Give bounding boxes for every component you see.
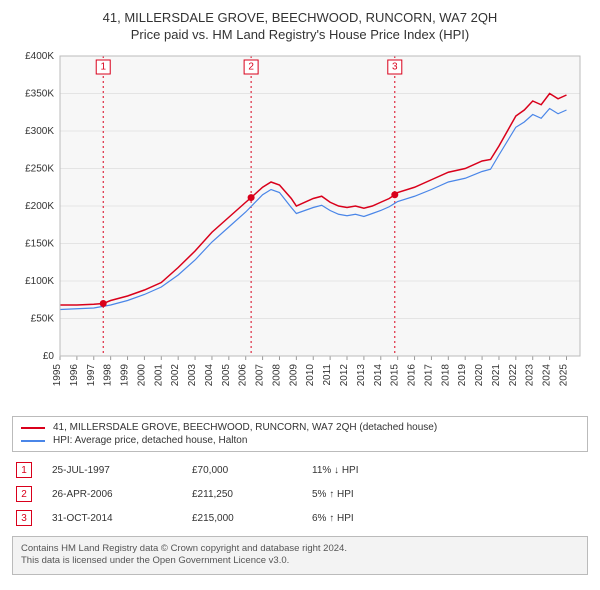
legend-row: 41, MILLERSDALE GROVE, BEECHWOOD, RUNCOR…: [21, 421, 579, 434]
event-row: 2 26-APR-2006£211,2505% ↑ HPI: [12, 482, 588, 506]
event-marker: 1: [16, 462, 32, 478]
chart: £0 £50K £100K £150K £200K £250K £300K £350K £400…: [12, 48, 588, 408]
legend-row: HPI: Average price, detached house, Halt…: [21, 434, 579, 447]
event-date: 25-JUL-1997: [52, 465, 192, 476]
svg-text:2010: 2010: [305, 364, 316, 387]
events-table: 1 25-JUL-1997£70,00011% ↓ HPI 2 26-APR-2006…: [12, 458, 588, 530]
svg-text:2022: 2022: [508, 364, 519, 387]
svg-text:2020: 2020: [474, 364, 485, 387]
svg-text:2019: 2019: [457, 364, 468, 387]
svg-text:2025: 2025: [558, 364, 569, 387]
event-delta: 11% ↓ HPI: [312, 465, 432, 476]
svg-text:2023: 2023: [525, 364, 536, 387]
svg-text:£200K: £200K: [25, 201, 54, 212]
svg-text:1998: 1998: [103, 364, 114, 387]
svg-text:2000: 2000: [136, 364, 147, 387]
svg-text:2: 2: [248, 62, 254, 73]
event-delta: 6% ↑ HPI: [312, 513, 432, 524]
svg-text:2016: 2016: [407, 364, 418, 387]
svg-text:2008: 2008: [271, 364, 282, 387]
title-address: 41, MILLERSDALE GROVE, BEECHWOOD, RUNCOR…: [12, 10, 588, 25]
legend-label: HPI: Average price, detached house, Halt…: [53, 435, 247, 446]
svg-text:£300K: £300K: [25, 126, 54, 137]
svg-text:2005: 2005: [221, 364, 232, 387]
svg-text:£150K: £150K: [25, 239, 54, 250]
svg-text:2018: 2018: [440, 364, 451, 387]
event-price: £70,000: [192, 465, 312, 476]
svg-text:2006: 2006: [238, 364, 249, 387]
svg-text:1999: 1999: [120, 364, 131, 387]
svg-text:£250K: £250K: [25, 164, 54, 175]
legend-swatch: [21, 440, 45, 442]
svg-text:£400K: £400K: [25, 51, 54, 62]
event-row: 3 31-OCT-2014£215,0006% ↑ HPI: [12, 506, 588, 530]
svg-text:£100K: £100K: [25, 276, 54, 287]
svg-text:1: 1: [100, 62, 106, 73]
footer-line1: Contains HM Land Registry data © Crown c…: [21, 543, 579, 555]
svg-text:£350K: £350K: [25, 89, 54, 100]
footer: Contains HM Land Registry data © Crown c…: [12, 536, 588, 575]
legend-swatch: [21, 427, 45, 429]
legend-label: 41, MILLERSDALE GROVE, BEECHWOOD, RUNCOR…: [53, 422, 437, 433]
footer-line2: This data is licensed under the Open Gov…: [21, 555, 579, 567]
svg-text:2021: 2021: [491, 364, 502, 387]
svg-text:1997: 1997: [86, 364, 97, 387]
event-row: 1 25-JUL-1997£70,00011% ↓ HPI: [12, 458, 588, 482]
svg-text:1995: 1995: [52, 364, 63, 387]
chart-container: 41, MILLERSDALE GROVE, BEECHWOOD, RUNCOR…: [0, 0, 600, 585]
svg-text:2011: 2011: [322, 364, 333, 386]
svg-text:2007: 2007: [255, 364, 266, 387]
event-price: £211,250: [192, 489, 312, 500]
chart-svg: £0 £50K £100K £150K £200K £250K £300K £350K £400…: [12, 48, 588, 408]
svg-text:2013: 2013: [356, 364, 367, 387]
legend: 41, MILLERSDALE GROVE, BEECHWOOD, RUNCOR…: [12, 416, 588, 452]
svg-text:2014: 2014: [373, 364, 384, 387]
svg-text:2015: 2015: [390, 364, 401, 387]
event-marker: 2: [16, 486, 32, 502]
svg-text:1996: 1996: [69, 364, 80, 387]
title-block: 41, MILLERSDALE GROVE, BEECHWOOD, RUNCOR…: [12, 10, 588, 42]
svg-text:£50K: £50K: [31, 314, 55, 325]
svg-text:£0: £0: [43, 351, 55, 362]
svg-text:2017: 2017: [423, 364, 434, 387]
svg-text:2001: 2001: [153, 364, 164, 387]
svg-text:3: 3: [392, 62, 398, 73]
event-marker: 3: [16, 510, 32, 526]
event-price: £215,000: [192, 513, 312, 524]
svg-text:2012: 2012: [339, 364, 350, 387]
svg-text:2004: 2004: [204, 364, 215, 387]
title-subtitle: Price paid vs. HM Land Registry's House …: [12, 27, 588, 42]
svg-text:2009: 2009: [288, 364, 299, 387]
event-date: 26-APR-2006: [52, 489, 192, 500]
svg-text:2003: 2003: [187, 364, 198, 387]
svg-text:2024: 2024: [542, 364, 553, 387]
event-delta: 5% ↑ HPI: [312, 489, 432, 500]
event-date: 31-OCT-2014: [52, 513, 192, 524]
svg-text:2002: 2002: [170, 364, 181, 387]
